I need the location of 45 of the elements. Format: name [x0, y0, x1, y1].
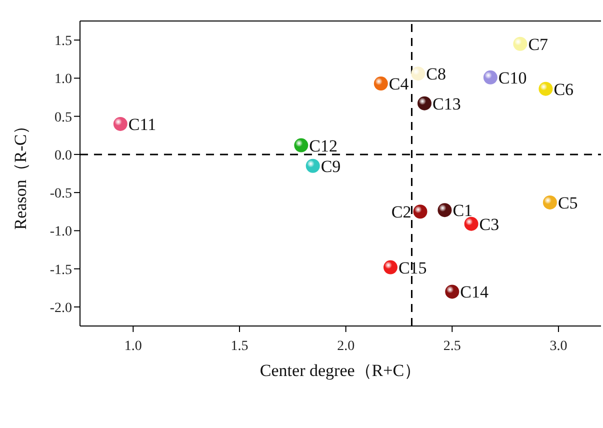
- series-label: C15: [398, 258, 427, 278]
- series-label: C4: [388, 74, 410, 94]
- y-tick-label: -1.0: [50, 224, 72, 240]
- series-label: C8: [426, 64, 446, 84]
- point: [438, 203, 452, 218]
- series-label: C12: [309, 136, 338, 156]
- series-label: C9: [320, 156, 341, 176]
- point: [374, 76, 388, 91]
- series-label: C7: [528, 34, 549, 54]
- x-axis-title: Center degree（R+C）: [260, 361, 422, 380]
- x-tick-label: 2.0: [337, 338, 355, 354]
- series-label: C3: [479, 214, 500, 234]
- y-tick-label: -0.5: [50, 186, 72, 202]
- point: [306, 158, 320, 173]
- series-label: C10: [498, 68, 527, 88]
- point: [513, 36, 528, 51]
- point: [294, 138, 308, 152]
- point: [445, 284, 460, 299]
- y-tick-label: -2.0: [50, 300, 72, 316]
- series-label: C6: [554, 80, 574, 99]
- series-label: C11: [128, 114, 156, 134]
- point: [464, 216, 478, 231]
- point: [113, 116, 128, 131]
- series-label: C2: [391, 202, 412, 222]
- x-tick-label: 1.5: [230, 338, 248, 354]
- point: [413, 204, 428, 219]
- series-label: C1: [452, 201, 473, 220]
- y-tick-label: 0.5: [54, 110, 72, 126]
- y-tick-label: -1.5: [50, 262, 72, 278]
- series-label: C14: [460, 282, 489, 302]
- y-tick-label: 1.5: [54, 34, 72, 50]
- point: [542, 195, 557, 210]
- x-tick-label: 2.5: [443, 338, 461, 354]
- point: [418, 96, 432, 110]
- point: [383, 260, 398, 274]
- y-tick-label: 0.0: [54, 148, 72, 164]
- x-tick-label: 3.0: [550, 338, 568, 354]
- y-axis-title: Reason（R-C）: [11, 117, 30, 230]
- point: [538, 82, 553, 96]
- point: [483, 70, 498, 84]
- series-label: C5: [558, 193, 578, 212]
- y-tick-label: 1.0: [54, 72, 72, 88]
- x-tick-label: 1.0: [124, 338, 142, 354]
- series-label: C13: [432, 94, 461, 114]
- point: [411, 66, 426, 81]
